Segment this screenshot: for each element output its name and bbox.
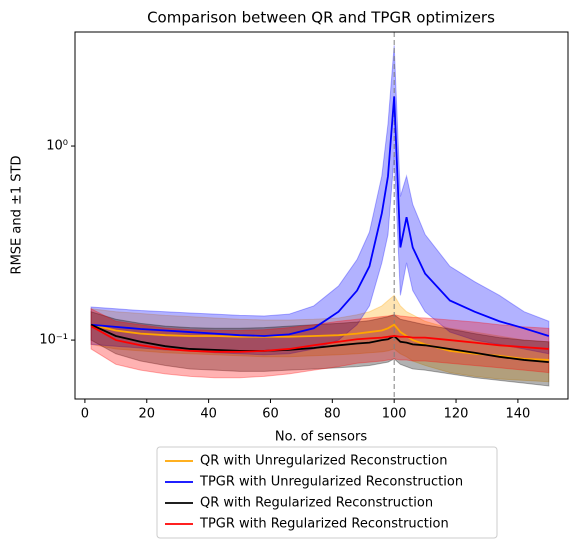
- x-axis-label: No. of sensors: [275, 430, 367, 445]
- series-line: [90, 325, 549, 353]
- y-axis-label: RMSE and ±1 STD: [10, 156, 25, 275]
- x-tick-label: 40: [200, 407, 217, 422]
- x-tick-label: 20: [138, 407, 155, 422]
- series-line: [90, 323, 549, 364]
- y-tick-label: 10⁰: [46, 139, 68, 154]
- x-tick-label: 80: [324, 407, 341, 422]
- legend-box: [156, 446, 498, 539]
- x-tick-label: 120: [444, 407, 469, 422]
- std-band: [90, 45, 550, 356]
- chart-title: Comparison between QR and TPGR optimizer…: [147, 9, 495, 27]
- series-line: [91, 96, 550, 337]
- legend-label: QR with Regularized Reconstruction: [200, 496, 433, 511]
- axes-frame: [74, 31, 569, 400]
- legend-label: TPGR with Regularized Reconstruction: [199, 517, 449, 532]
- x-tick-label: 60: [262, 407, 279, 422]
- std-band: [90, 294, 550, 383]
- legend-label: TPGR with Unregularized Reconstruction: [199, 475, 463, 490]
- legend-label: QR with Unregularized Reconstruction: [200, 454, 447, 469]
- y-tick-label: 10⁻¹: [39, 333, 68, 348]
- x-tick-label: 100: [382, 407, 407, 422]
- std-band: [90, 311, 550, 387]
- series-line: [90, 323, 549, 361]
- std-band: [90, 307, 550, 379]
- x-tick-label: 140: [505, 407, 530, 422]
- x-tick-label: 0: [81, 407, 89, 422]
